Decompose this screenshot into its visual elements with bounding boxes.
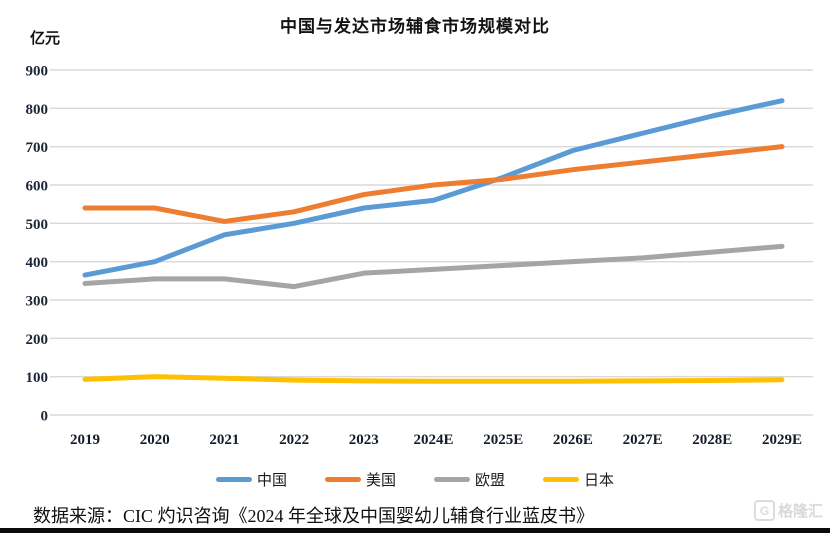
legend-marker-icon xyxy=(215,477,252,482)
legend-item-0: 中国 xyxy=(215,469,287,490)
legend-item-2: 欧盟 xyxy=(434,469,505,490)
legend-marker-icon xyxy=(543,477,580,482)
gelonghui-watermark: G 格隆汇 xyxy=(753,500,823,521)
x-tick-label: 2024E xyxy=(413,432,453,448)
gelonghui-logo-icon: G xyxy=(753,500,775,521)
watermark-label: 格隆汇 xyxy=(777,503,823,520)
y-tick-label: 900 xyxy=(26,64,49,80)
y-tick-label: 100 xyxy=(26,370,49,386)
legend-marker-icon xyxy=(324,477,361,482)
legend-label: 欧盟 xyxy=(475,472,506,489)
y-tick-label: 500 xyxy=(26,217,49,233)
x-tick-label: 2019 xyxy=(70,432,100,448)
x-tick-label: 2023 xyxy=(349,432,379,448)
chart-title: 中国与发达市场辅食市场规模对比 xyxy=(280,17,550,36)
series-line-3 xyxy=(82,374,785,384)
legend-marker-icon xyxy=(434,477,470,482)
y-tick-label: 700 xyxy=(26,140,49,156)
x-tick-label: 2025E xyxy=(483,432,523,448)
series-line-1 xyxy=(82,144,785,224)
y-tick-label: 400 xyxy=(26,255,49,271)
x-tick-label: 2026E xyxy=(553,432,593,448)
y-tick-label: 800 xyxy=(26,102,49,118)
y-tick-label: 200 xyxy=(26,332,49,348)
x-tick-label: 2027E xyxy=(623,432,663,448)
legend-label: 美国 xyxy=(365,472,396,489)
x-tick-label: 2029E xyxy=(762,432,802,448)
x-tick-label: 2021 xyxy=(209,432,239,448)
line-chart: 0 100 200 300 400 500 600 700 800 900 2019 2020 2021… xyxy=(26,64,813,448)
series-line-0 xyxy=(82,98,785,278)
legend-item-1: 美国 xyxy=(324,469,396,490)
x-tick-label: 2028E xyxy=(692,432,732,448)
x-tick-label: 2020 xyxy=(140,432,170,448)
x-tick-label: 2022 xyxy=(279,432,309,448)
legend-item-3: 日本 xyxy=(543,469,614,490)
bottom-divider-bar xyxy=(0,528,830,533)
y-axis-unit-label: 亿元 xyxy=(30,31,61,47)
y-tick-label: 600 xyxy=(26,179,49,195)
series-line-2 xyxy=(82,243,785,290)
y-tick-label: 0 xyxy=(41,409,49,425)
legend-label: 中国 xyxy=(256,472,287,489)
legend-label: 日本 xyxy=(584,472,615,489)
data-source-caption: 数据来源：CIC 灼识咨询《2024 年全球及中国婴幼儿辅食行业蓝皮书》 xyxy=(33,506,595,526)
legend: 中国 美国 欧盟 日本 xyxy=(0,469,830,490)
y-tick-label: 300 xyxy=(26,294,49,310)
